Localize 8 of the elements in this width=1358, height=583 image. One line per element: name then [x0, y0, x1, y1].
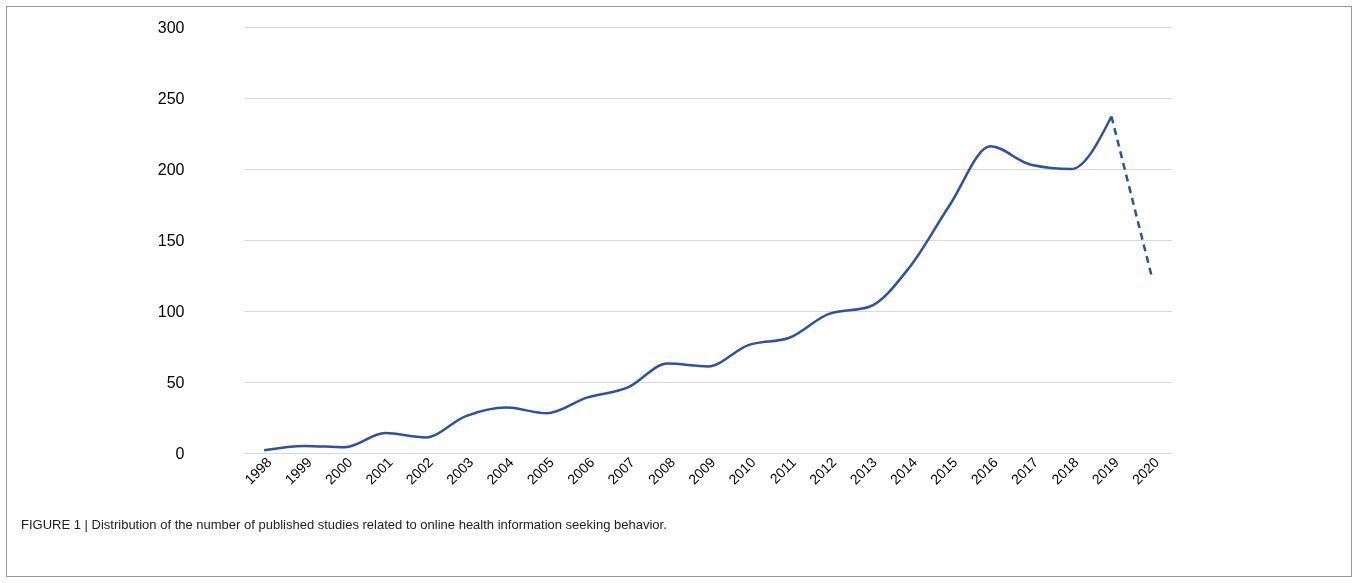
y-tick-label: 250	[157, 89, 185, 107]
y-tick-label: 100	[157, 302, 185, 320]
y-tick-label: 150	[157, 231, 185, 249]
y-tick-label: 0	[175, 444, 185, 462]
y-tick-label: 50	[166, 373, 185, 391]
caption: FIGURE 1 | Distribution of the number of published studies related to online health information seeking behavior.	[21, 517, 667, 532]
y-tick-label: 300	[157, 18, 185, 36]
y-tick-label: 200	[157, 160, 185, 178]
